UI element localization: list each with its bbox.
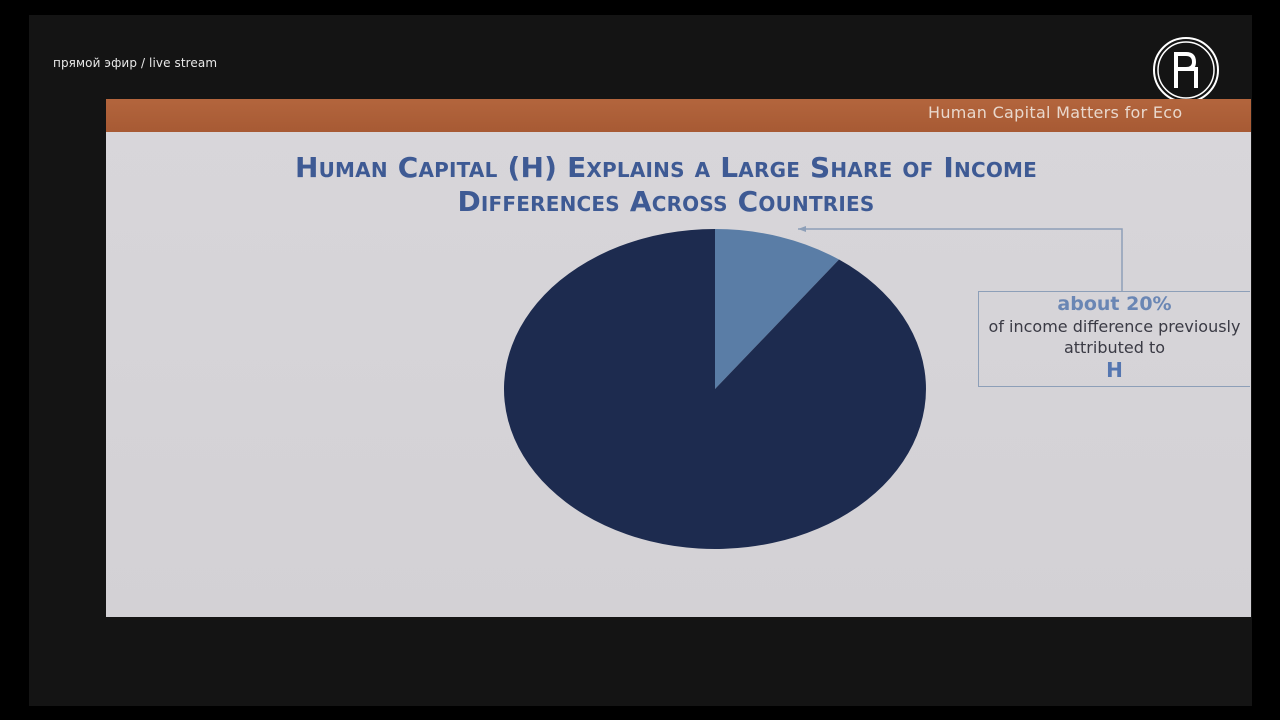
annotation-text: of income difference previously attribut… xyxy=(988,317,1241,357)
chart-title: Human Capital (H) Explains a Large Share… xyxy=(294,151,1038,218)
annotation-symbol: H xyxy=(1106,358,1123,382)
pie-slice-1 xyxy=(715,229,840,389)
hse-logo-icon xyxy=(1153,37,1219,103)
annotation-connector-line xyxy=(798,228,1123,291)
presentation-slide: Human Capital Matters for Eco Human Capi… xyxy=(106,99,1251,617)
pie-slices xyxy=(503,228,926,549)
live-stream-label: прямой эфир / live stream xyxy=(53,56,218,70)
annotation-box: about 20% of income difference previousl… xyxy=(978,291,1250,387)
annotation-lead: about 20% xyxy=(1057,293,1172,315)
pie-slice-2 xyxy=(503,228,926,549)
pie-chart xyxy=(503,226,1123,549)
slide-header-title: Human Capital Matters for Eco xyxy=(928,103,1183,122)
annotation-arrowhead xyxy=(798,226,806,232)
slide-header-bar: Human Capital Matters for Eco xyxy=(106,99,1251,132)
